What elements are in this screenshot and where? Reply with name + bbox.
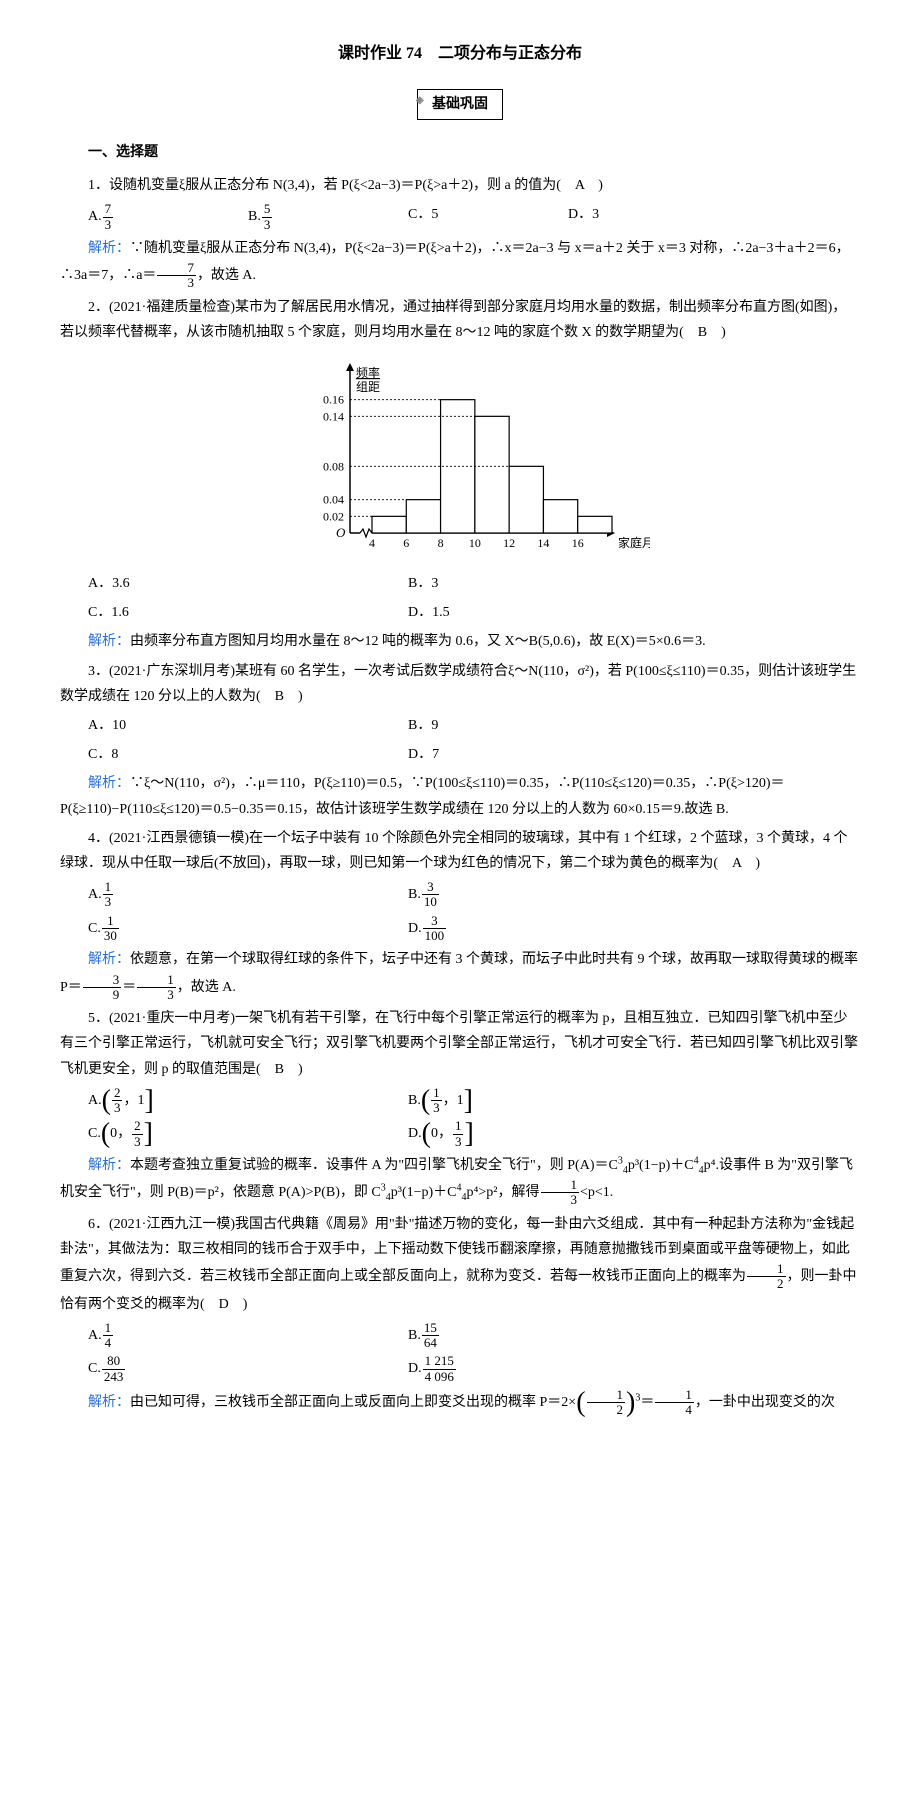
svg-text:家庭月均用水量/吨: 家庭月均用水量/吨: [618, 535, 650, 550]
svg-text:16: 16: [572, 536, 584, 550]
q6-opt-a: A.14: [88, 1321, 368, 1351]
q2-options-row2: C．1.6 D．1.5: [88, 600, 860, 625]
analysis-label: 解析：: [88, 952, 130, 967]
section-heading: 一、选择题: [60, 140, 860, 165]
q1-opt-c: C．5: [408, 202, 528, 232]
page-title: 课时作业 74 二项分布与正态分布: [60, 40, 860, 69]
svg-text:0.04: 0.04: [323, 493, 344, 507]
subtitle-badge: 基础巩固: [417, 89, 503, 120]
q1-analysis-tail: ，故选 A.: [197, 268, 256, 283]
svg-text:6: 6: [403, 536, 409, 550]
svg-text:8: 8: [438, 536, 444, 550]
q5-a4: p³(1−p)＋C: [391, 1185, 457, 1200]
q5-a2: p³(1−p)＋C: [628, 1158, 694, 1173]
q3-options-row2: C．8 D．7: [88, 742, 860, 767]
q3-options: A．10 B．9: [88, 713, 860, 738]
q4-opt-d: D.3100: [408, 914, 688, 944]
q5-opt-a: A.(23，1]: [88, 1086, 368, 1116]
q1-text: 1．设随机变量ξ服从正态分布 N(3,4)，若 P(ξ<2a−3)＝P(ξ>a＋…: [60, 173, 860, 198]
analysis-label: 解析：: [88, 776, 130, 791]
q5-a6: <p<1.: [580, 1185, 613, 1200]
q3-opt-b: B．9: [408, 713, 688, 738]
q2-analysis-body: 由频率分布直方图知月均用水量在 8～12 吨的概率为 0.6，又 X～B(5,0…: [130, 634, 706, 649]
q6-options: A.14 B.1564: [88, 1321, 860, 1351]
analysis-label: 解析：: [88, 634, 130, 649]
q6-opt-c: C.80243: [88, 1354, 368, 1384]
q6-analysis: 解析：由已知可得，三枚钱币全部正面向上或反面向上即变爻出现的概率 P＝2×(12…: [60, 1388, 860, 1418]
svg-text:O: O: [336, 525, 346, 540]
q2-opt-d: D．1.5: [408, 600, 688, 625]
q3-text: 3．(2021·广东深圳月考)某班有 60 名学生，一次考试后数学成绩符合ξ～N…: [60, 659, 860, 709]
q4-analysis-tail: ，故选 A.: [177, 980, 236, 995]
q2-opt-b: B．3: [408, 571, 688, 596]
q6-opt-b: B.1564: [408, 1321, 688, 1351]
svg-text:频率: 频率: [356, 365, 380, 380]
q5-options: A.(23，1] B.(13，1]: [88, 1086, 860, 1116]
q3-analysis: 解析：∵ξ～N(110，σ²)，∴μ＝110，P(ξ≥110)＝0.5，∵P(1…: [60, 771, 860, 821]
q1-opt-a: A.73: [88, 202, 208, 232]
q1-analysis: 解析：∵随机变量ξ服从正态分布 N(3,4)，P(ξ<2a−3)＝P(ξ>a＋2…: [60, 236, 860, 291]
q2-text: 2．(2021·福建质量检查)某市为了解居民用水情况，通过抽样得到部分家庭月均用…: [60, 295, 860, 345]
q6-options-row2: C.80243 D.1 2154 096: [88, 1354, 860, 1384]
svg-text:10: 10: [469, 536, 481, 550]
q2-opt-c: C．1.6: [88, 600, 368, 625]
q6-analysis-body: 由已知可得，三枚钱币全部正面向上或反面向上即变爻出现的概率 P＝2×: [130, 1395, 576, 1410]
q3-opt-d: D．7: [408, 742, 688, 767]
q6-text: 6．(2021·江西九江一模)我国古代典籍《周易》用"卦"描述万物的变化，每一卦…: [60, 1212, 860, 1317]
q3-analysis-body: ∵ξ～N(110，σ²)，∴μ＝110，P(ξ≥110)＝0.5，∵P(100≤…: [60, 776, 785, 816]
q5-analysis: 解析：本题考查独立重复试验的概率．设事件 A 为"四引擎飞机安全飞行"，则 P(…: [60, 1153, 860, 1208]
q4-options-row2: C.130 D.3100: [88, 914, 860, 944]
analysis-label: 解析：: [88, 241, 130, 256]
svg-text:14: 14: [537, 536, 549, 550]
q2-histogram: 频率组距 O 0.02 0.04 0.08 0.14 0.16 4 6 8 10 12 14 16 家庭月均…: [270, 353, 650, 563]
q3-opt-a: A．10: [88, 713, 368, 738]
q5-a1: 本题考查独立重复试验的概率．设事件 A 为"四引擎飞机安全飞行"，则 P(A)＝…: [130, 1158, 618, 1173]
q4-options: A.13 B.310: [88, 880, 860, 910]
q5-text: 5．(2021·重庆一中月考)一架飞机有若干引擎，在飞行中每个引擎正常运行的概率…: [60, 1006, 860, 1082]
svg-text:0.08: 0.08: [323, 459, 344, 473]
q1-opt-b: B.53: [248, 202, 368, 232]
q4-opt-b: B.310: [408, 880, 688, 910]
q3-opt-c: C．8: [88, 742, 368, 767]
q4-text: 4．(2021·江西景德镇一模)在一个坛子中装有 10 个除颜色外完全相同的玻璃…: [60, 826, 860, 876]
q2-opt-a: A．3.6: [88, 571, 368, 596]
q2-analysis: 解析：由频率分布直方图知月均用水量在 8～12 吨的概率为 0.6，又 X～B(…: [60, 629, 860, 654]
q5-opt-b: B.(13，1]: [408, 1086, 688, 1116]
svg-text:0.14: 0.14: [323, 409, 344, 423]
q6-text-a: 6．(2021·江西九江一模)我国古代典籍《周易》用"卦"描述万物的变化，每一卦…: [60, 1217, 854, 1284]
q1-opt-d: D．3: [568, 202, 688, 232]
q6-analysis-tail: ，一卦中出现变爻的次: [695, 1395, 835, 1410]
svg-text:0.16: 0.16: [323, 393, 344, 407]
q4-opt-c: C.130: [88, 914, 368, 944]
q5-a5: p⁴>p²，解得: [467, 1185, 540, 1200]
analysis-label: 解析：: [88, 1395, 130, 1410]
svg-text:组距: 组距: [356, 380, 380, 394]
q1-options: A.73 B.53 C．5 D．3: [88, 202, 860, 232]
q2-options: A．3.6 B．3: [88, 571, 860, 596]
q5-options-row2: C.(0，23] D.(0，13]: [88, 1119, 860, 1149]
q5-opt-c: C.(0，23]: [88, 1119, 368, 1149]
q4-opt-a: A.13: [88, 880, 368, 910]
subtitle-container: 基础巩固: [60, 89, 860, 120]
svg-text:12: 12: [503, 536, 515, 550]
q5-opt-d: D.(0，13]: [408, 1119, 688, 1149]
analysis-label: 解析：: [88, 1158, 130, 1173]
svg-text:4: 4: [369, 536, 375, 550]
q4-analysis: 解析：依题意，在第一个球取得红球的条件下，坛子中还有 3 个黄球，而坛子中此时共…: [60, 947, 860, 1002]
q6-opt-d: D.1 2154 096: [408, 1354, 688, 1384]
svg-text:0.02: 0.02: [323, 509, 344, 523]
